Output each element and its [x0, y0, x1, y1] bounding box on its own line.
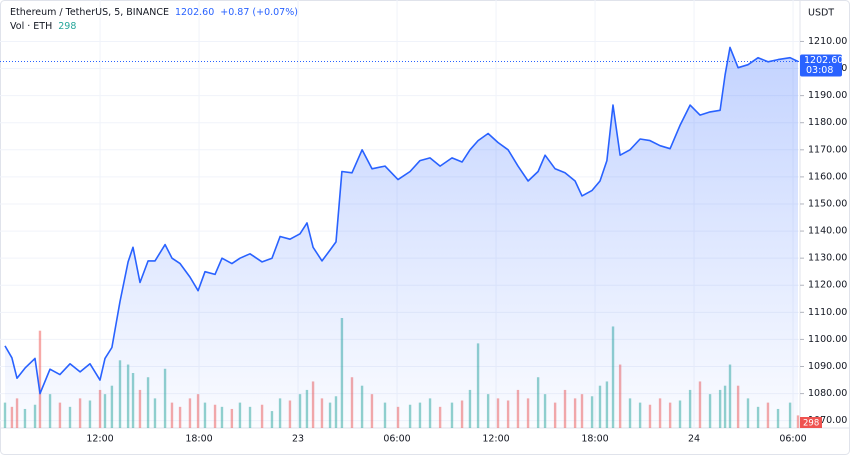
- x-tick-label: 18:00: [581, 434, 608, 445]
- y-tick-label: 1160.00: [808, 171, 847, 182]
- x-tick-label: 06:00: [383, 434, 410, 445]
- x-tick-label: 18:00: [185, 434, 212, 445]
- y-tick-label: 1070.00: [808, 415, 847, 426]
- countdown: 03:08: [806, 65, 833, 76]
- y-tick-label: 1210.00: [808, 36, 847, 47]
- x-tick-label: 12:00: [86, 434, 113, 445]
- symbol: Ethereum / TetherUS, 5, BINANCE: [10, 7, 169, 18]
- y-tick-label: 1190.00: [808, 90, 847, 101]
- legend-volume: Vol · ETH 298: [10, 21, 76, 32]
- x-tick-label: 23: [292, 434, 304, 445]
- volume-tag-label: 298: [803, 419, 819, 429]
- volume-label: Vol · ETH: [10, 21, 53, 32]
- volume-bar: [38, 330, 42, 428]
- y-tick-label: 1090.00: [808, 361, 847, 372]
- area-fill: [5, 47, 798, 429]
- legend-main: Ethereum / TetherUS, 5, BINANCE 1202.60 …: [10, 7, 298, 18]
- y-tick-label: 1170.00: [808, 144, 847, 155]
- price: 1202.60: [174, 7, 215, 18]
- x-tick-label: 06:00: [779, 434, 806, 445]
- y-tick-label: 1100.00: [808, 334, 847, 345]
- price-line: [4, 46, 799, 395]
- currency-label: USDT: [808, 8, 834, 19]
- y-tick-label: 1150.00: [808, 198, 847, 209]
- y-tick-label: 1140.00: [808, 226, 847, 237]
- y-tick-label: 1120.00: [808, 280, 847, 291]
- y-tick-label: 1130.00: [808, 253, 847, 264]
- y-tick-label: 1180.00: [808, 117, 847, 128]
- volume-value: 298: [58, 21, 77, 32]
- y-tick-label: 1080.00: [808, 388, 847, 399]
- last-price-tag-label: 1202.60: [804, 55, 843, 66]
- volume-tag: [800, 417, 822, 428]
- last-price-tag: [800, 54, 842, 77]
- x-tick-label: 12:00: [482, 434, 509, 445]
- x-tick-label: 24: [688, 434, 700, 445]
- y-tick-label: 1110.00: [808, 307, 847, 318]
- change: +0.87 (+0.07%): [220, 7, 298, 18]
